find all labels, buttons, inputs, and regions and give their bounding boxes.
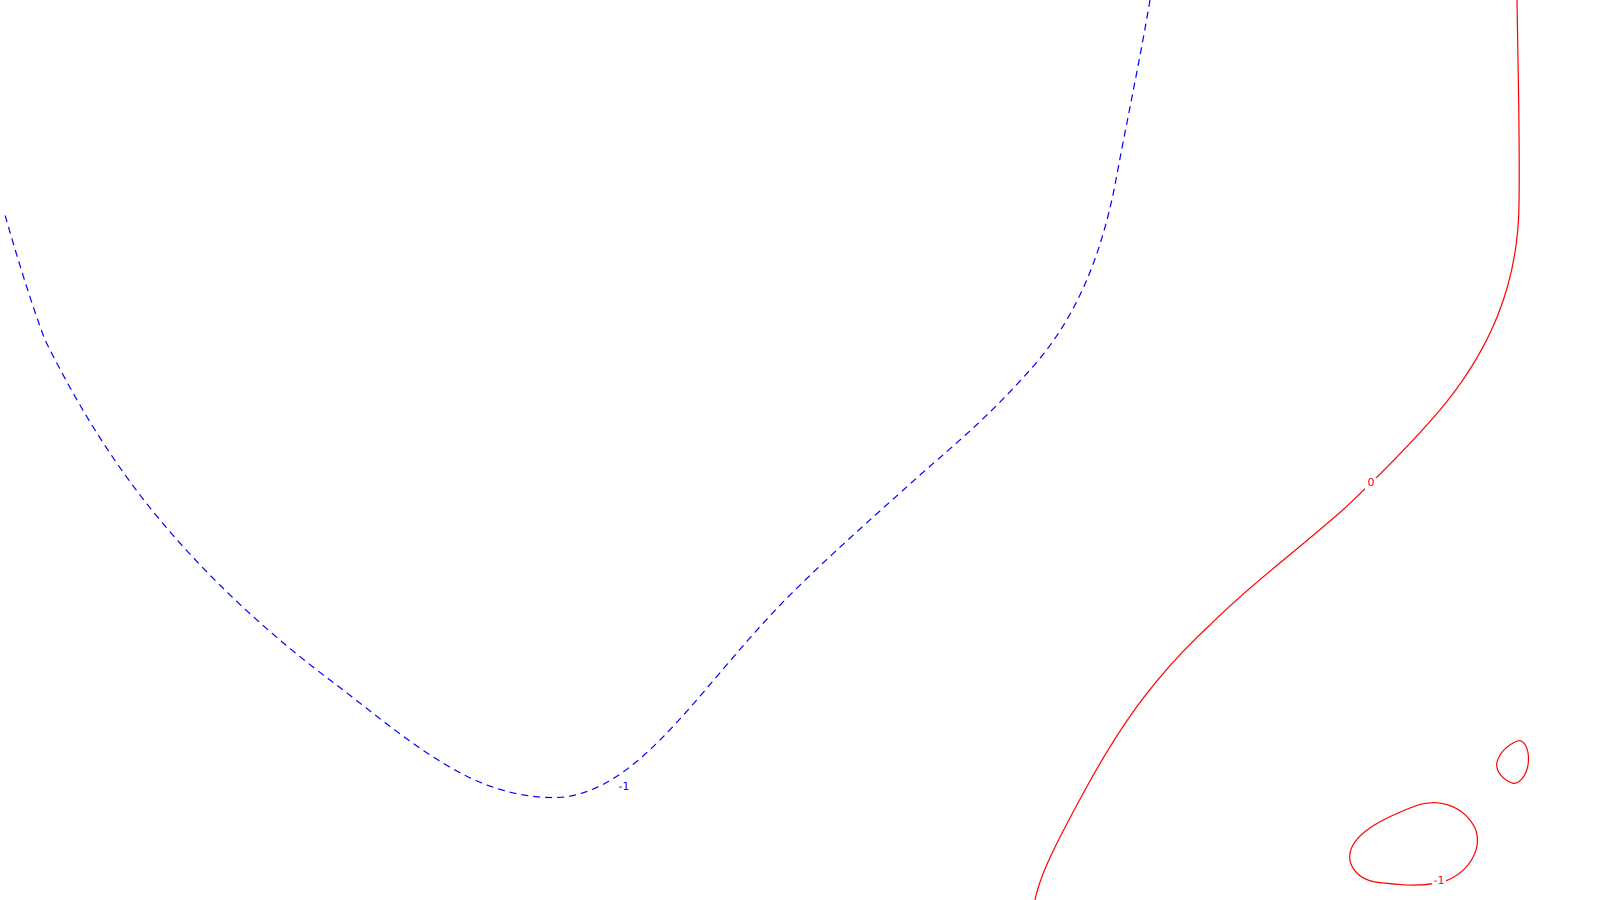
red-main-contour-label: 0 — [1368, 476, 1375, 489]
red-loop-contour-label-group: -1 — [1432, 874, 1446, 887]
red-loop-contour-label: -1 — [1434, 874, 1445, 887]
red-main-contour-label-group: 0 — [1365, 476, 1377, 490]
blue-dashed-contour — [4, 0, 1151, 799]
red-loop-contour — [1349, 802, 1478, 886]
blue-contour-label-group: -1 — [617, 780, 631, 793]
red-small-loop-contour — [1496, 740, 1530, 784]
blue-contour-label: -1 — [619, 780, 630, 793]
red-main-contour — [1034, 0, 1520, 900]
